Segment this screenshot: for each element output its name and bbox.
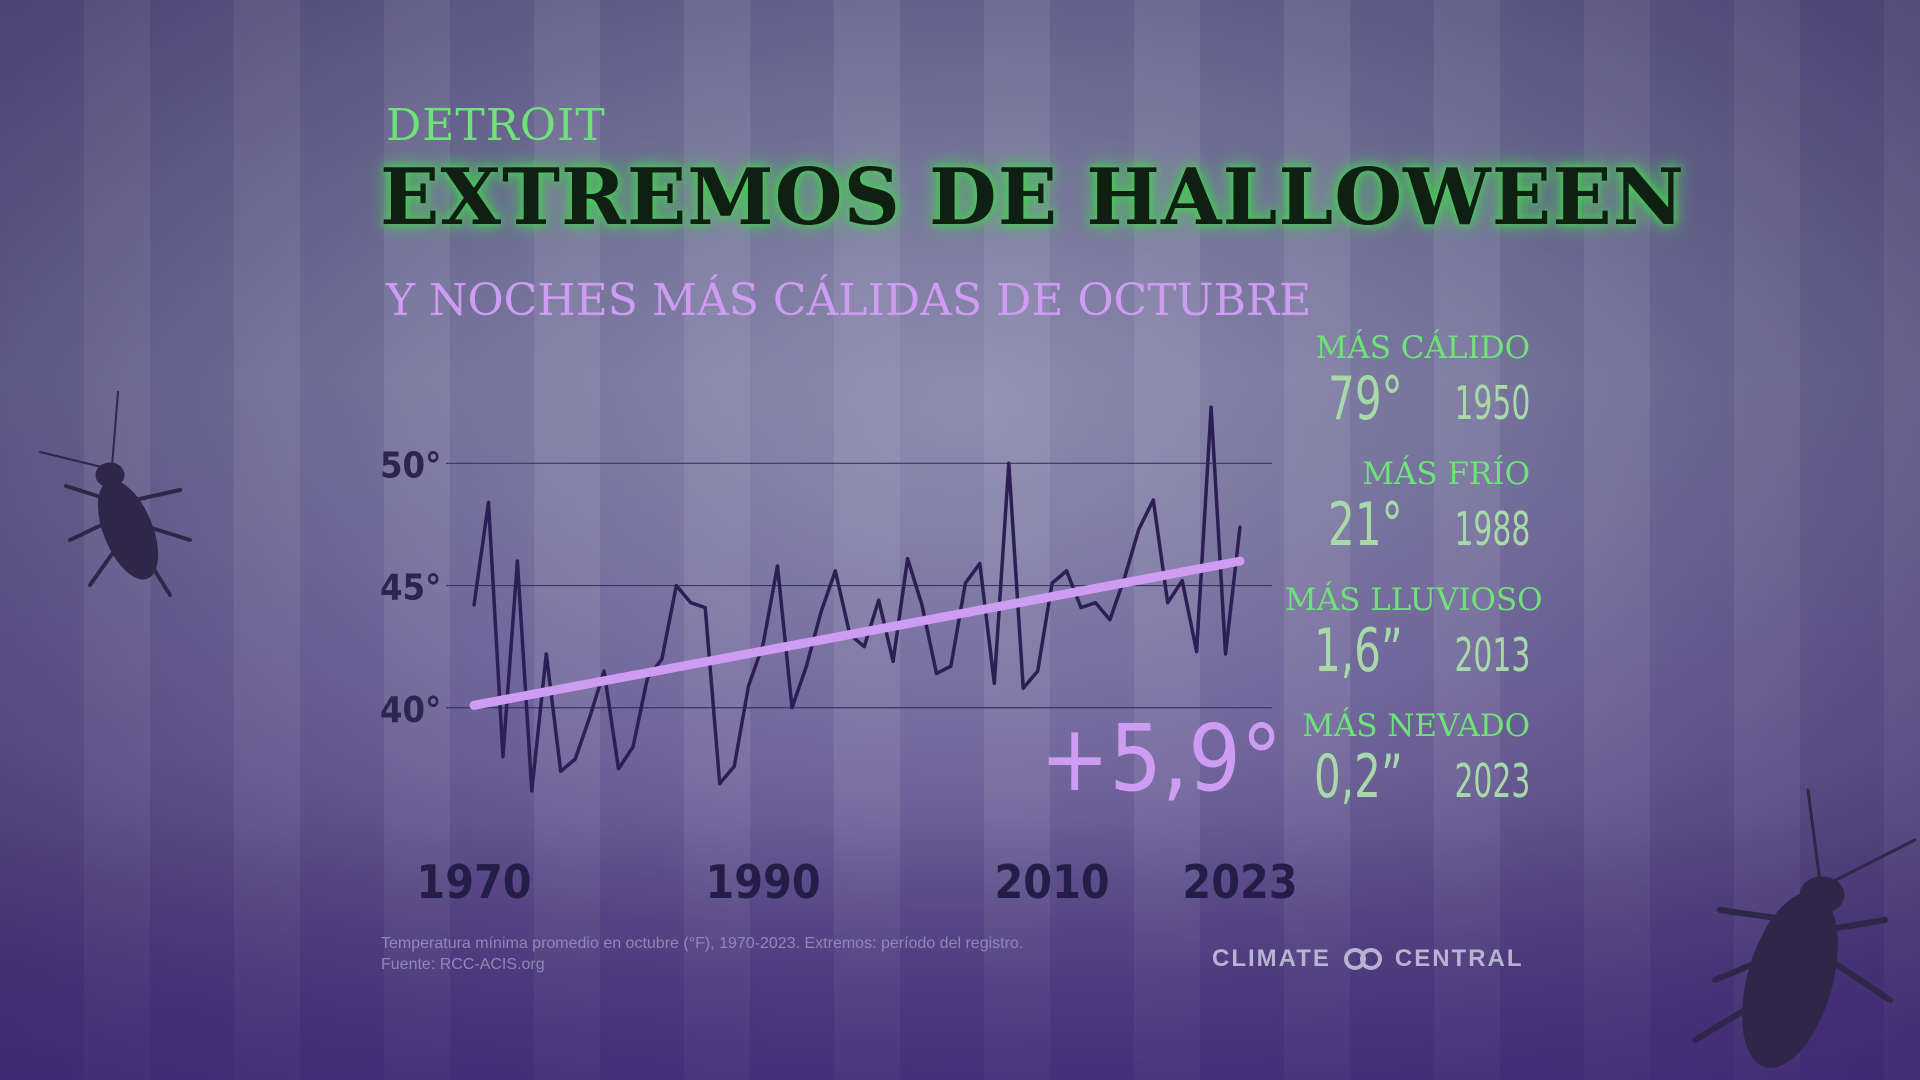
data-point bbox=[573, 757, 577, 761]
data-point bbox=[703, 606, 707, 610]
climate-central-logo: CLIMATE CENTRAL bbox=[1212, 945, 1524, 973]
stat-snowiest: MÁS NEVADO 0,2” 2023 bbox=[1285, 708, 1530, 814]
data-point bbox=[732, 764, 736, 768]
data-point bbox=[891, 659, 895, 663]
data-point bbox=[877, 598, 881, 602]
x-tick-label: 1990 bbox=[705, 855, 820, 909]
data-point bbox=[631, 745, 635, 749]
logo-text-left: CLIMATE bbox=[1212, 945, 1331, 972]
data-point bbox=[776, 564, 780, 568]
data-point bbox=[1108, 618, 1112, 622]
data-point bbox=[934, 672, 938, 676]
trend-annotation: +5,9° bbox=[1040, 705, 1282, 812]
stat-value: 1,6” bbox=[1313, 616, 1403, 686]
data-point bbox=[501, 755, 505, 759]
stat-label: MÁS CÁLIDO bbox=[1315, 330, 1530, 366]
stat-value: 21° bbox=[1328, 490, 1403, 560]
data-point bbox=[1036, 669, 1040, 673]
data-point bbox=[530, 789, 534, 793]
data-point bbox=[617, 767, 621, 771]
data-point bbox=[992, 681, 996, 685]
data-point bbox=[819, 610, 823, 614]
data-point bbox=[1195, 650, 1199, 654]
data-point bbox=[718, 782, 722, 786]
footnote-source: Fuente: RCC-ACIS.org bbox=[381, 956, 545, 973]
data-point bbox=[1079, 606, 1083, 610]
stat-year: 1950 bbox=[1454, 376, 1530, 430]
stat-coldest: MÁS FRÍO 21° 1988 bbox=[1285, 456, 1530, 562]
page-title: EXTREMOS DE HALLOWEEN bbox=[380, 152, 1685, 243]
data-point bbox=[645, 676, 649, 680]
stat-warmest: MÁS CÁLIDO 79° 1950 bbox=[1285, 330, 1530, 436]
logo-text-right: CENTRAL bbox=[1394, 945, 1524, 972]
data-point bbox=[761, 642, 765, 646]
data-point bbox=[1065, 569, 1069, 573]
data-point bbox=[1238, 525, 1242, 529]
data-point bbox=[660, 657, 664, 661]
y-tick-label: 40° bbox=[380, 690, 441, 731]
y-tick-label: 50° bbox=[380, 445, 441, 486]
data-point bbox=[1137, 527, 1141, 531]
extremes-panel: MÁS CÁLIDO 79° 1950 MÁS FRÍO 21° 1988 MÁ… bbox=[1285, 330, 1543, 834]
footnote: Temperatura mínima promedio en octubre (… bbox=[381, 933, 1023, 975]
stat-value: 0,2” bbox=[1313, 742, 1403, 812]
cockroach-right-icon bbox=[1692, 788, 1917, 1068]
data-point bbox=[963, 581, 967, 585]
data-point bbox=[920, 603, 924, 607]
data-point bbox=[674, 584, 678, 588]
x-tick-label: 2010 bbox=[995, 855, 1110, 909]
logo-rings-icon bbox=[1343, 948, 1382, 970]
data-point bbox=[602, 669, 606, 673]
data-point bbox=[1151, 498, 1155, 502]
x-tick-label: 1970 bbox=[416, 855, 531, 909]
stat-year: 2013 bbox=[1454, 628, 1530, 682]
data-point bbox=[515, 559, 519, 563]
page-subtitle: Y NOCHES MÁS CÁLIDAS DE OCTUBRE bbox=[386, 275, 1312, 326]
city-label: DETROIT bbox=[386, 100, 606, 151]
stat-year: 1988 bbox=[1454, 502, 1530, 556]
stat-year: 2023 bbox=[1454, 754, 1530, 808]
trend-line bbox=[469, 556, 1245, 710]
stat-label: MÁS LLUVIOSO bbox=[1285, 582, 1543, 618]
data-point bbox=[1166, 601, 1170, 605]
data-point bbox=[833, 569, 837, 573]
data-point bbox=[1224, 652, 1228, 656]
data-point bbox=[689, 601, 693, 605]
data-point bbox=[906, 557, 910, 561]
data-point bbox=[1180, 579, 1184, 583]
stat-label: MÁS FRÍO bbox=[1362, 456, 1530, 492]
data-point bbox=[1093, 601, 1097, 605]
data-point bbox=[1050, 581, 1054, 585]
data-point bbox=[1209, 405, 1213, 409]
data-point bbox=[1007, 461, 1011, 465]
stat-wettest: MÁS LLUVIOSO 1,6” 2013 bbox=[1285, 582, 1543, 688]
stat-value: 79° bbox=[1328, 364, 1403, 434]
data-point bbox=[588, 716, 592, 720]
data-point bbox=[486, 500, 490, 504]
data-point bbox=[559, 769, 563, 773]
data-point bbox=[1021, 686, 1025, 690]
y-tick-label: 45° bbox=[380, 568, 441, 609]
x-tick-label: 2023 bbox=[1182, 855, 1297, 909]
cockroach-left-icon bbox=[39, 391, 192, 597]
data-point bbox=[747, 684, 751, 688]
footnote-method: Temperatura mínima promedio en octubre (… bbox=[381, 935, 1024, 952]
data-point bbox=[949, 664, 953, 668]
data-point bbox=[862, 645, 866, 649]
data-point bbox=[978, 562, 982, 566]
data-point bbox=[790, 706, 794, 710]
data-point bbox=[804, 664, 808, 668]
data-point bbox=[544, 652, 548, 656]
stat-label: MÁS NEVADO bbox=[1302, 708, 1530, 744]
data-point bbox=[472, 603, 476, 607]
